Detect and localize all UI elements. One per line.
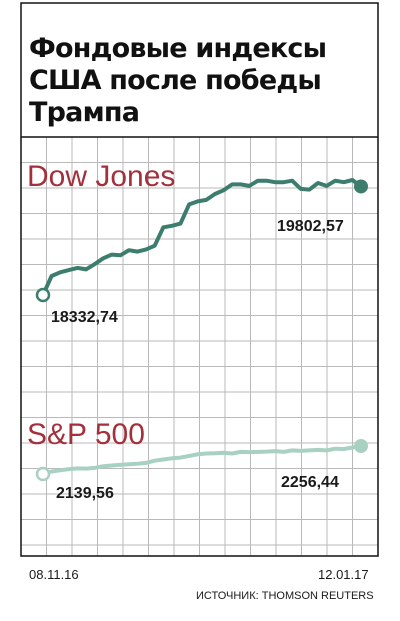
dow-end-value-label: 19802,57 [277,218,344,235]
chart-lines [35,178,368,482]
dow-start-value-label: 18332,74 [51,309,118,326]
dow-jones-end-marker [354,179,368,194]
dow-jones-start-marker [35,287,51,303]
chart-title-line-3: Трампа [29,97,139,128]
source-note: ИСТОЧНИК: THOMSON REUTERS [196,590,374,602]
chart-title-line-1: Фондовые индексы [29,33,326,64]
series-name-sp500: S&P 500 [27,418,145,451]
chart-title-line-2: США после победы [29,65,321,96]
chart-frame [20,2,379,557]
dow-jones-line [41,178,363,297]
x-tick-label-end: 12.01.17 [318,567,369,582]
sp500-line [41,444,363,476]
sp500-start-marker [35,466,51,482]
x-tick-label-start: 08.11.16 [29,567,79,582]
chart-grid [21,137,378,556]
sp500-end-value-label: 2256,44 [281,474,339,491]
series-name-dow-jones: Dow Jones [27,160,175,193]
sp500-start-value-label: 2139,56 [56,485,114,502]
sp500-end-marker [354,439,368,453]
